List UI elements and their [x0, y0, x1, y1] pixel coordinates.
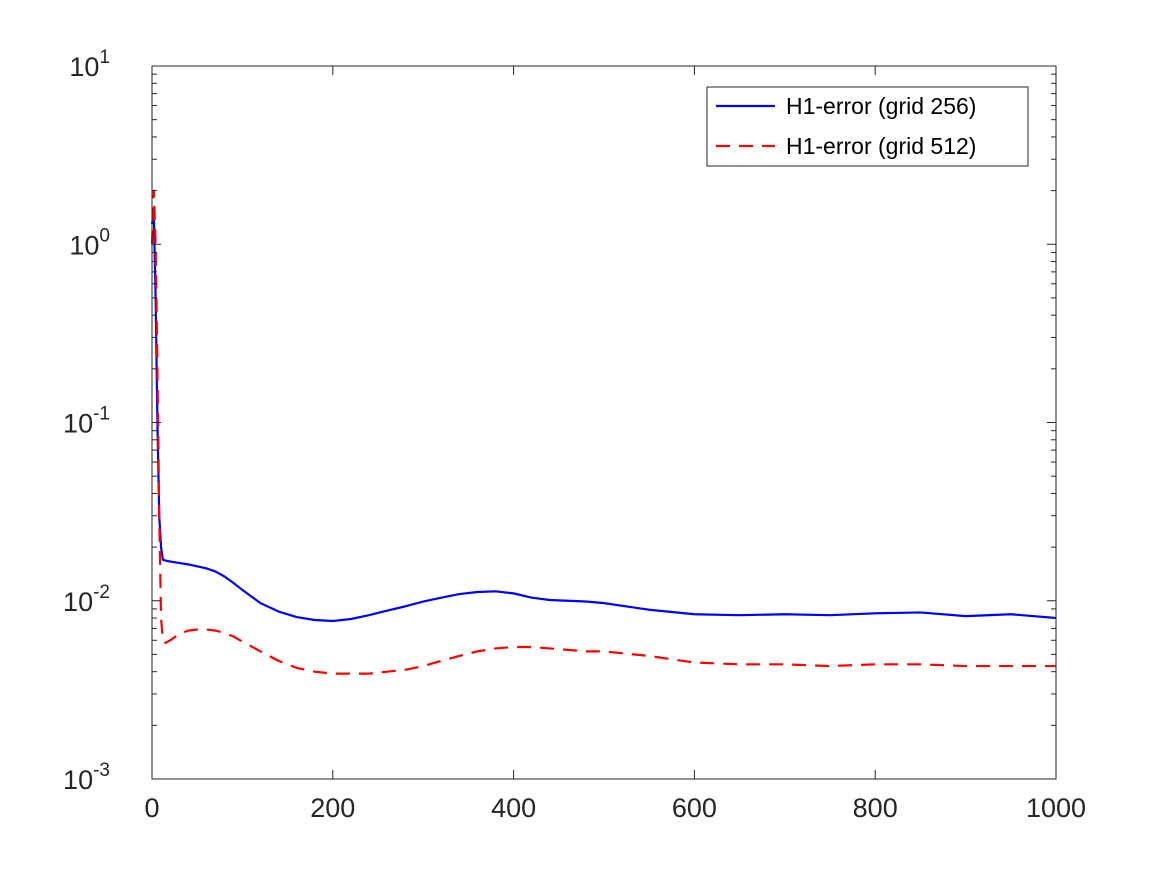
y-tick-label: 10-1 [63, 404, 110, 439]
legend: H1-error (grid 256) H1-error (grid 512) [706, 86, 1029, 167]
legend-box [706, 86, 1029, 167]
y-tick-label: 100 [69, 225, 110, 260]
x-tick-label: 0 [144, 793, 159, 823]
series-line-256 [150, 211, 1057, 623]
plot-frame [151, 65, 1057, 780]
x-tick-label: 600 [672, 793, 717, 823]
x-tick-label: 800 [853, 793, 898, 823]
x-tick-label: 200 [310, 793, 355, 823]
y-tick-label: 10-3 [63, 760, 110, 795]
x-tick-label: 1000 [1026, 793, 1086, 823]
x-tick-label: 400 [491, 793, 536, 823]
legend-label-256: H1-error (grid 256) [786, 93, 976, 119]
plot-background [152, 66, 1056, 779]
y-tick-label: 101 [69, 47, 110, 82]
y-tick-label: 10-2 [63, 582, 110, 617]
legend-label-512: H1-error (grid 512) [786, 133, 976, 159]
series-line-512 [150, 189, 1056, 675]
